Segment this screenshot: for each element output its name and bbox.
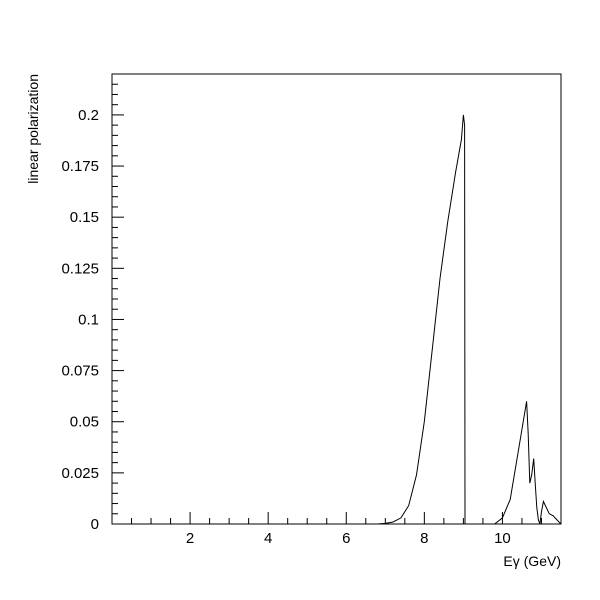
y-tick-label: 0.05 — [70, 414, 99, 431]
x-tick-label: 8 — [420, 530, 428, 547]
y-tick-label: 0.125 — [61, 260, 99, 277]
x-tick-label: 2 — [186, 530, 194, 547]
x-tick-label: 4 — [264, 530, 272, 547]
y-tick-label: 0 — [91, 516, 99, 533]
y-tick-label: 0.15 — [70, 209, 99, 226]
x-axis-label: Eγ (GeV) — [503, 553, 561, 569]
y-axis-label: linear polarization — [25, 74, 41, 184]
x-tick-label: 6 — [342, 530, 350, 547]
y-tick-label: 0.2 — [78, 107, 99, 124]
x-tick-label: 10 — [494, 530, 511, 547]
series-line — [112, 114, 562, 525]
plot-frame — [111, 73, 562, 525]
y-tick-label: 0.175 — [61, 158, 99, 175]
y-tick-label: 0.1 — [78, 311, 99, 328]
y-tick-label: 0.075 — [61, 363, 99, 380]
y-tick-label: 0.025 — [61, 465, 99, 482]
